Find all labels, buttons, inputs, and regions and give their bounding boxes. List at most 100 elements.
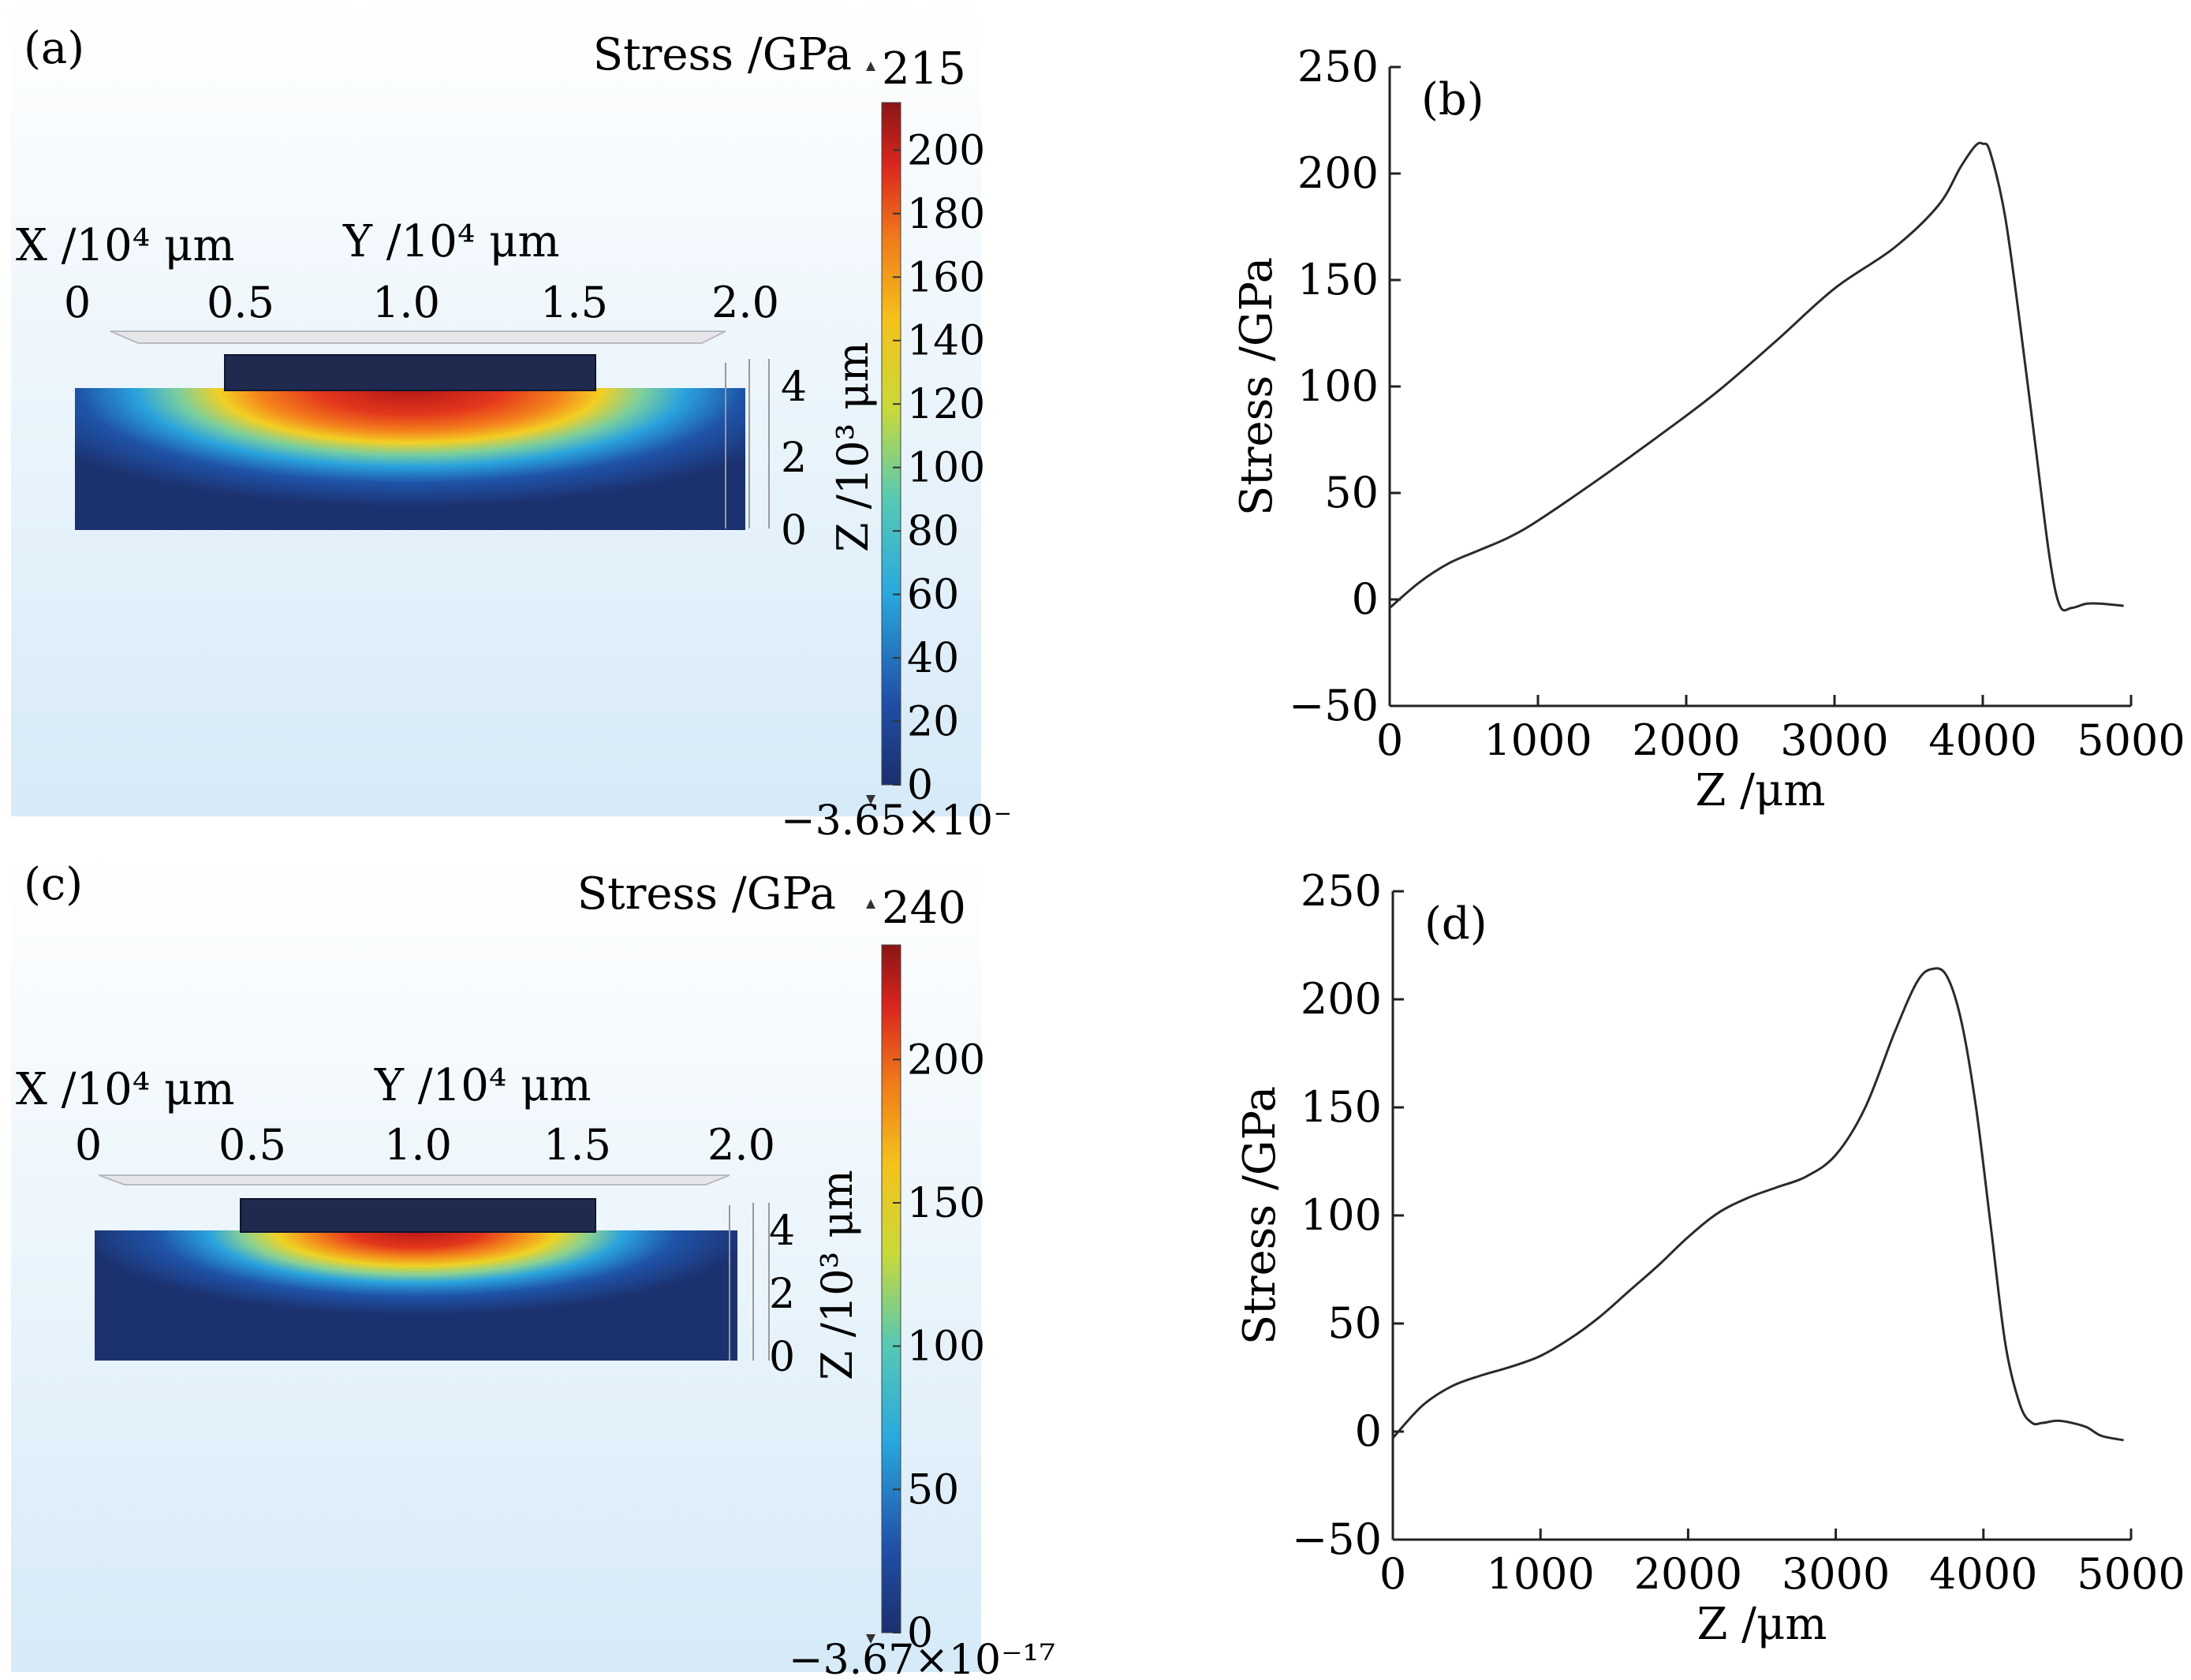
panel-c-figure: (c) Stress /GPa 240 X /10⁴ μm Y /10⁴ μm … xyxy=(11,852,1055,1680)
chart-b: −50 0 50 100 150 200 250 0 1000 2000 3000 4000 5000(… xyxy=(1215,32,2191,828)
x-tick-label: 2000 xyxy=(1632,715,1740,765)
panel-a-xy-tick: 0 xyxy=(64,278,91,327)
colorbar-tick-label: 160 xyxy=(907,254,985,301)
x-tick-label: 3000 xyxy=(1780,715,1888,765)
panel-c-z-tick: 0 xyxy=(769,1334,795,1381)
panel-c: (c) Stress /GPa 240 X /10⁴ μm Y /10⁴ μm … xyxy=(0,844,1088,1680)
colorbar-tick-label: 200 xyxy=(907,127,985,174)
panel-c-contact-pad xyxy=(240,1198,596,1233)
panel-a-y-axis-label: Y /10⁴ μm xyxy=(342,216,560,267)
panel-a-figure: (a) Stress /GPa 215 X /10⁴ μm Y /10⁴ μm … xyxy=(11,0,1047,845)
colorbar-tick-label: 20 xyxy=(907,699,959,746)
x-tick-label: 5000 xyxy=(2077,1549,2185,1599)
x-tick-label: 4000 xyxy=(1929,1549,2037,1599)
colorbar-tick-label: 140 xyxy=(907,318,985,365)
colorbar-tick-label: 0 xyxy=(907,762,933,809)
panel-c-base-plane xyxy=(98,1174,730,1185)
panel-a-colorbar-title: Stress /GPa xyxy=(593,29,852,80)
panel-c-colorbar xyxy=(881,944,901,1633)
panel-a-z-tick: 2 xyxy=(781,435,807,482)
colorbar-tick-label: 150 xyxy=(907,1180,985,1227)
panel-a-contact-pad xyxy=(224,354,596,391)
y-tick-label: −50 xyxy=(1289,681,1379,730)
panel-a-stress-field xyxy=(75,388,745,530)
y-tick-label: 50 xyxy=(1324,468,1379,517)
colorbar-max-arrow-icon xyxy=(866,899,875,909)
y-axis-title: Stress /GPa xyxy=(1234,1086,1286,1345)
panel-a-z-tick: 4 xyxy=(781,364,807,411)
colorbar-tick-label: 100 xyxy=(907,445,985,492)
chart-panel-label: (b) xyxy=(1421,74,1484,125)
panel-a-z-axis-label: Z /10³ μm xyxy=(828,342,878,552)
panel-a: (a) Stress /GPa 215 X /10⁴ μm Y /10⁴ μm … xyxy=(0,0,1047,845)
y-tick-label: 250 xyxy=(1301,866,1382,916)
y-tick-label: 50 xyxy=(1327,1298,1382,1348)
series-line-stress xyxy=(1389,141,2124,612)
panel-c-xy-tick: 1.0 xyxy=(384,1120,452,1170)
panel-c-z-axis xyxy=(729,1203,770,1361)
colorbar-tick-label: 0 xyxy=(907,1610,933,1657)
panel-a-z-tick: 0 xyxy=(781,507,807,554)
x-tick-label: 1000 xyxy=(1486,1549,1594,1599)
panel-a-xy-tick: 0.5 xyxy=(207,278,274,327)
panel-c-y-axis-label: Y /10⁴ μm xyxy=(374,1060,592,1111)
x-tick-label: 4000 xyxy=(1928,715,2036,765)
x-tick-label: 3000 xyxy=(1782,1549,1890,1599)
y-tick-label: 0 xyxy=(1355,1406,1382,1456)
panel-c-xy-tick: 1.5 xyxy=(543,1120,611,1170)
panel-a-xy-tick: 2.0 xyxy=(711,278,779,327)
x-axis-title: Z /μm xyxy=(1696,1599,1827,1650)
colorbar-min-arrow-icon xyxy=(866,795,875,805)
series-line-stress xyxy=(1391,967,2124,1442)
y-tick-label: 150 xyxy=(1301,1082,1382,1132)
colorbar-tick-label: 200 xyxy=(907,1036,985,1084)
chart-panel-label: (d) xyxy=(1424,898,1487,950)
panel-a-x-axis-label: X /10⁴ μm xyxy=(16,220,235,271)
colorbar-min-arrow-icon xyxy=(866,1634,875,1644)
colorbar-tick-label: 80 xyxy=(907,508,959,555)
chart-d: −50 0 50 100 150 200 250 0 1000 2000 3000 4000 5000(… xyxy=(1215,860,2191,1677)
panel-a-colorbar-max: 215 xyxy=(882,43,966,95)
panel-c-stress-field xyxy=(95,1230,737,1361)
panel-c-xy-tick: 0.5 xyxy=(218,1120,286,1170)
panel-c-xy-tick: 0 xyxy=(75,1120,102,1170)
x-tick-label: 1000 xyxy=(1484,715,1592,765)
panel-c-z-tick: 4 xyxy=(769,1208,795,1255)
y-tick-label: 100 xyxy=(1297,361,1379,411)
panel-c-colorbar-max: 240 xyxy=(882,883,966,934)
panel-c-xy-tick: 2.0 xyxy=(707,1120,775,1170)
panel-c-colorbar-min: −3.67×10⁻¹⁷ xyxy=(789,1637,1055,1677)
panel-a-base-plane xyxy=(110,330,726,344)
panel-a-colorbar-min: −3.65×10⁻¹⁷ xyxy=(781,797,1010,836)
colorbar-tick-label: 50 xyxy=(907,1466,959,1514)
x-tick-label: 5000 xyxy=(2077,715,2185,765)
panel-a-label: (a) xyxy=(24,23,84,74)
panel-c-x-axis-label: X /10⁴ μm xyxy=(16,1064,235,1115)
y-axis-title: Stress /GPa xyxy=(1231,257,1282,516)
colorbar-tick-label: 180 xyxy=(907,191,985,238)
y-tick-label: 200 xyxy=(1301,974,1382,1024)
panel-a-z-axis xyxy=(725,359,770,528)
colorbar-tick-label: 60 xyxy=(907,572,959,619)
panel-c-z-axis-label: Z /10³ μm xyxy=(812,1170,862,1380)
y-tick-label: 200 xyxy=(1297,148,1379,198)
panel-c-colorbar-title: Stress /GPa xyxy=(577,868,836,920)
colorbar-tick-label: 100 xyxy=(907,1323,985,1371)
y-tick-label: 100 xyxy=(1301,1190,1382,1240)
x-tick-label: 0 xyxy=(1376,715,1403,765)
panel-c-colorbar-ticks: 200 150 100 50 0 xyxy=(893,1036,985,1657)
y-tick-label: −50 xyxy=(1292,1514,1382,1564)
x-axis-title: Z /μm xyxy=(1695,765,1825,816)
x-tick-label: 0 xyxy=(1379,1549,1406,1599)
colorbar-max-arrow-icon xyxy=(866,62,875,71)
y-tick-label: 250 xyxy=(1297,42,1379,91)
y-tick-label: 0 xyxy=(1352,574,1379,624)
panel-a-colorbar xyxy=(881,102,901,786)
colorbar-tick-label: 40 xyxy=(907,635,959,682)
panel-a-xy-tick: 1.0 xyxy=(372,278,440,327)
panel-c-z-tick: 2 xyxy=(769,1271,795,1318)
y-tick-label: 150 xyxy=(1297,255,1379,304)
